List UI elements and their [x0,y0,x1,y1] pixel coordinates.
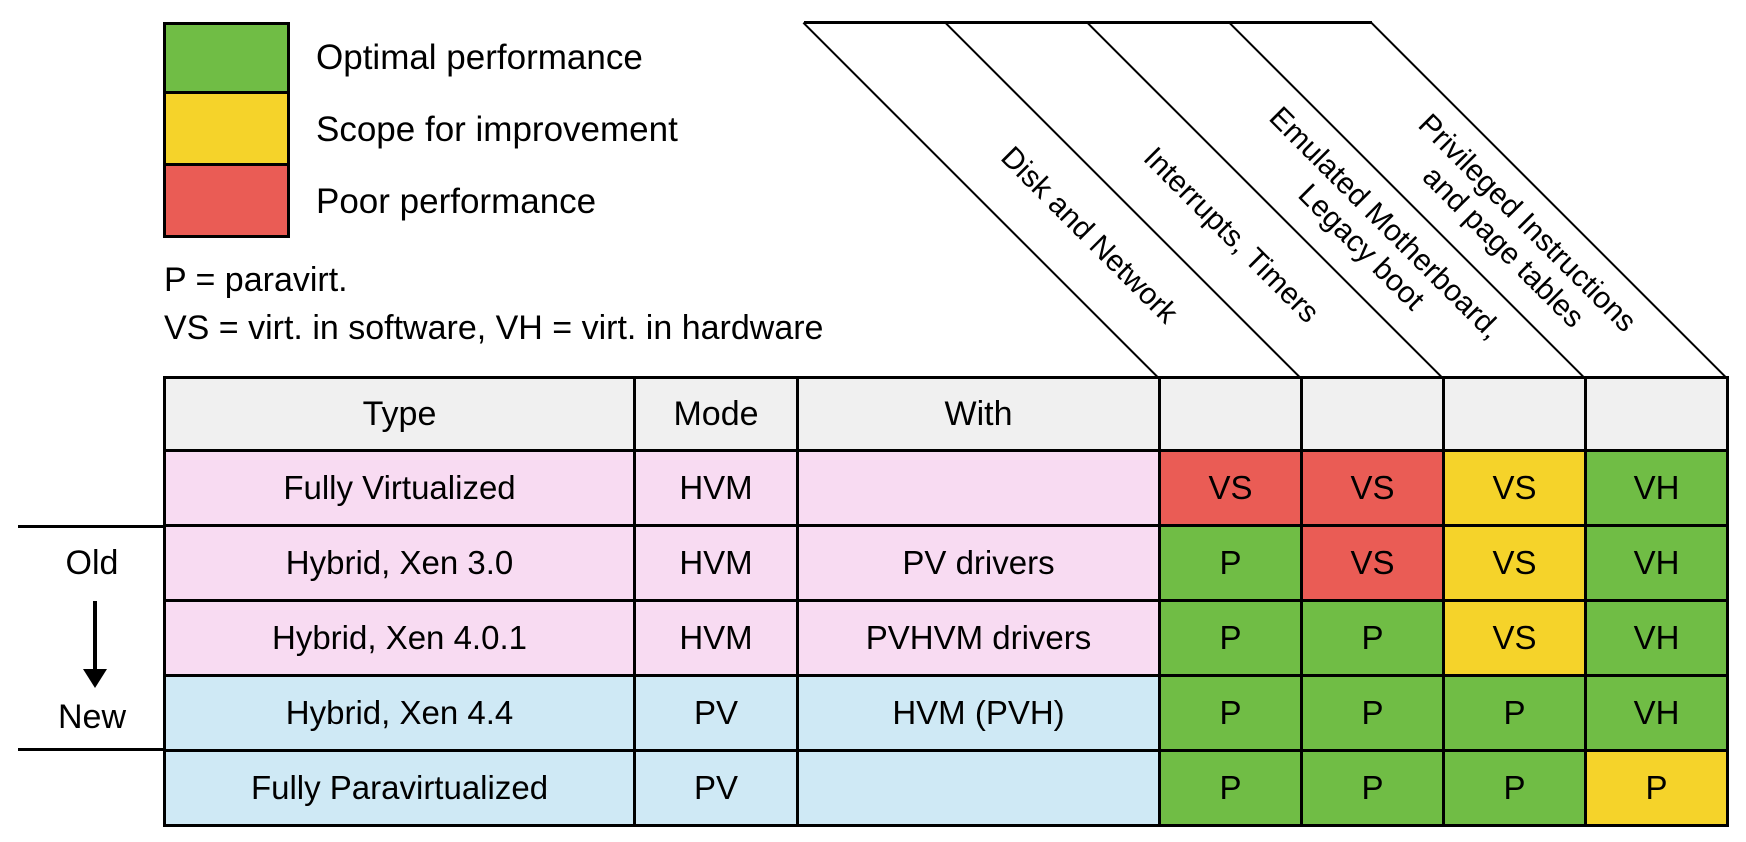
col-header-emulated-motherboard [1442,376,1587,452]
matrix-cell: VS [1158,449,1303,527]
timeline-new-label: New [57,698,127,736]
mode-cell: HVM [633,524,799,602]
matrix-cell: P [1300,749,1445,827]
with-cell [796,749,1161,827]
mode-cell: HVM [633,449,799,527]
matrix-cell: P [1300,674,1445,752]
with-cell: PVHVM drivers [796,599,1161,677]
legend-label: Optimal performance [316,38,643,77]
type-cell: Hybrid, Xen 3.0 [163,524,636,602]
legend-label: Scope for improvement [316,110,678,149]
col-header-privileged-instructions [1584,376,1729,452]
legend-item: Optimal performance [163,22,678,94]
col-header-disk-network [1158,376,1303,452]
matrix-cell: VS [1442,524,1587,602]
matrix-cell: P [1300,599,1445,677]
matrix-cell: P [1158,674,1303,752]
type-cell: Fully Paravirtualized [163,749,636,827]
matrix-cell: P [1442,749,1587,827]
matrix-cell: VS [1442,449,1587,527]
arrow-down-icon [83,669,107,688]
matrix-cell: P [1442,674,1587,752]
col-header-with: With [796,376,1161,452]
matrix-cell: VH [1584,599,1729,677]
with-cell: HVM (PVH) [796,674,1161,752]
matrix-cell: P [1158,599,1303,677]
table-row-fully-paravirtualized: Fully Paravirtualized PV P P P P [163,749,1729,827]
matrix-cell: VS [1300,524,1445,602]
type-cell: Hybrid, Xen 4.4 [163,674,636,752]
mode-cell: PV [633,749,799,827]
legend-item: Poor performance [163,163,678,238]
matrix-cell: P [1158,749,1303,827]
timeline-line-bottom [18,748,166,751]
matrix-cell: VS [1300,449,1445,527]
matrix-cell: VH [1584,449,1729,527]
matrix-cell: VS [1442,599,1587,677]
type-cell: Hybrid, Xen 4.0.1 [163,599,636,677]
type-cell: Fully Virtualized [163,449,636,527]
col-header-mode: Mode [633,376,799,452]
mode-cell: PV [633,674,799,752]
performance-legend: Optimal performance Scope for improvemen… [163,22,678,238]
abbreviation-notes: P = paravirt. VS = virt. in software, VH… [164,256,823,352]
with-cell: PV drivers [796,524,1161,602]
legend-item: Scope for improvement [163,91,678,166]
note-vs-vh: VS = virt. in software, VH = virt. in ha… [164,309,824,347]
table-row-hybrid-xen-4-0-1: Hybrid, Xen 4.0.1 HVM PVHVM drivers P P … [163,599,1729,677]
with-cell [796,449,1161,527]
table-row-hybrid-xen-3-0: Hybrid, Xen 3.0 HVM PV drivers P VS VS V… [163,524,1729,602]
legend-label: Poor performance [316,182,597,221]
table-header-row: Type Mode With [163,376,1729,452]
virtualization-table: Type Mode With Fully Virtualized HVM VS … [163,376,1729,827]
timeline-old-label: Old [65,544,119,582]
col-header-interrupts-timers [1300,376,1445,452]
matrix-cell: VH [1584,674,1729,752]
table-row-hybrid-xen-4-4: Hybrid, Xen 4.4 PV HVM (PVH) P P P VH [163,674,1729,752]
matrix-cell: P [1584,749,1729,827]
matrix-cell: VH [1584,524,1729,602]
table-row-fully-virtualized: Fully Virtualized HVM VS VS VS VH [163,449,1729,527]
legend-swatch-improvement [163,91,290,166]
legend-swatch-poor [163,163,290,238]
note-paravirt: P = paravirt. [164,261,348,299]
legend-swatch-optimal [163,22,290,94]
old-to-new-arrow [93,601,97,671]
matrix-cell: P [1158,524,1303,602]
mode-cell: HVM [633,599,799,677]
col-header-type: Type [163,376,636,452]
timeline-line-top [18,525,166,528]
